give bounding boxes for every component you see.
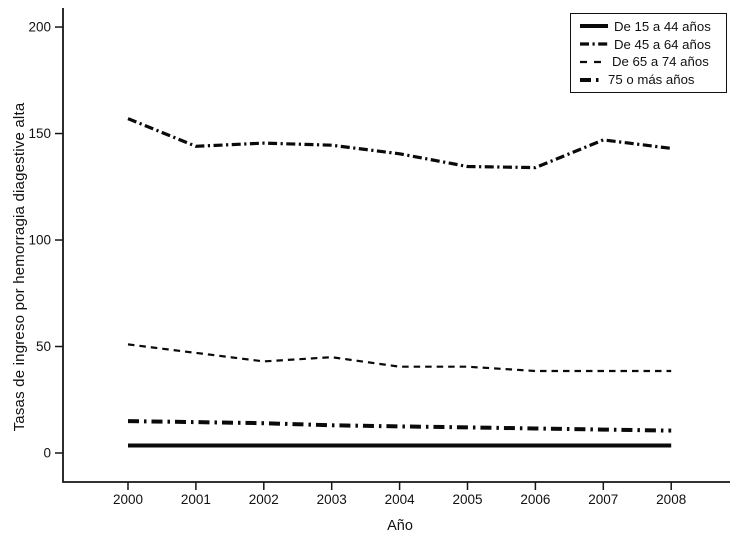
y-tick-label: 0 xyxy=(43,446,51,461)
legend-label: De 15 a 44 años xyxy=(614,18,711,34)
solid-line-icon xyxy=(580,24,608,29)
legend-label: 75 o más años xyxy=(608,72,695,88)
y-tick-label: 150 xyxy=(28,126,51,141)
x-tick-label: 2005 xyxy=(452,492,482,507)
x-tick-label: 2006 xyxy=(520,492,550,507)
legend-item: De 45 a 64 años xyxy=(579,36,722,53)
x-axis-title: Año xyxy=(387,518,413,534)
y-tick-label: 50 xyxy=(36,339,51,354)
dash-dot-dash-line-icon xyxy=(580,42,608,46)
long-dash-dot-line-icon xyxy=(580,77,602,82)
y-tick-label: 200 xyxy=(28,20,51,35)
dashed-line-icon xyxy=(580,60,606,63)
legend-label: De 65 a 74 años xyxy=(612,54,709,70)
y-axis-title: Tasas de ingreso por hemorragia diagesti… xyxy=(11,102,28,432)
axis-frame xyxy=(62,8,730,483)
x-tick-label: 2001 xyxy=(181,492,211,507)
y-tick-label: 100 xyxy=(28,233,51,248)
x-tick-label: 2003 xyxy=(317,492,347,507)
legend-item: 75 o más años xyxy=(579,71,722,88)
x-tick-label: 2002 xyxy=(249,492,279,507)
x-tick-label: 2004 xyxy=(385,492,416,507)
x-tick-label: 2008 xyxy=(656,492,686,507)
legend-item: De 65 a 74 años xyxy=(579,53,722,70)
legend-item: De 15 a 44 años xyxy=(579,18,722,35)
x-tick-label: 2000 xyxy=(113,492,143,507)
series-line-dashed xyxy=(127,343,672,373)
series-line-longdashdot xyxy=(127,419,672,433)
series-line-dashdot xyxy=(127,117,672,170)
legend: De 15 a 44 años De 45 a 64 años De 65 a … xyxy=(570,13,727,93)
legend-label: De 45 a 64 años xyxy=(614,36,711,52)
x-tick-label: 2007 xyxy=(588,492,618,507)
